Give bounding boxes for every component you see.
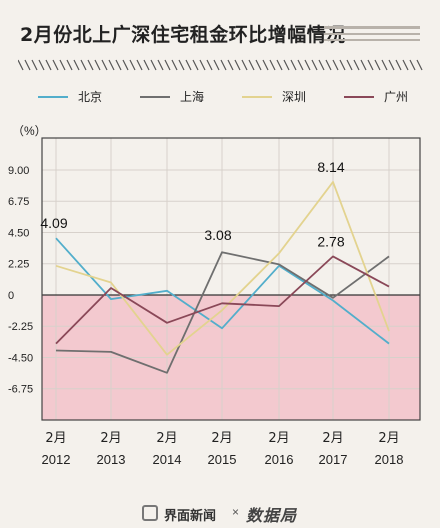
legend-item-shanghai: 上海: [140, 88, 204, 105]
data-label: 2.78: [317, 233, 344, 249]
partner-logo: 数据局: [246, 506, 298, 525]
y-tick-label: 9.00: [8, 165, 29, 177]
plot-border: [41, 137, 421, 421]
x-tick-year: 2014: [153, 452, 182, 467]
legend-label-guangzhou: 广州: [384, 90, 409, 104]
x-tick-month: 2月: [322, 431, 343, 446]
legend-swatch-shanghai: [140, 95, 170, 98]
data-label: 4.09: [40, 215, 67, 231]
data-label: 8.14: [317, 159, 344, 175]
chart-legend: 北京 上海 深圳 广州: [30, 88, 430, 108]
x-tick-month: 2月: [211, 431, 232, 446]
footer-separator: ×: [232, 505, 240, 519]
legend-item-beijing: 北京: [38, 88, 102, 105]
legend-swatch-shenzhen: [242, 95, 272, 98]
data-label: 3.08: [204, 227, 231, 243]
x-tick-year: 2017: [319, 452, 348, 467]
x-tick-year: 2012: [42, 452, 71, 467]
line-chart: 9.00 6.75 4.50 2.25 0 -2.25 -4.50 -6.75 4.09 3.08…: [8, 137, 421, 467]
legend-swatch-beijing: [38, 95, 68, 98]
legend-item-guangzhou: 广州: [344, 88, 408, 105]
x-tick-year: 2015: [208, 452, 237, 467]
x-tick-month: 2月: [45, 431, 66, 446]
y-tick-label: 4.50: [8, 227, 29, 239]
y-tick-label: -6.75: [8, 384, 33, 396]
x-tick-year: 2013: [97, 452, 126, 467]
chart-title: 2月份北上广深住宅租金环比增幅情况: [20, 24, 346, 46]
unit-label: （%）: [12, 124, 47, 138]
title-decoration-icon: [324, 26, 420, 41]
legend-label-shanghai: 上海: [180, 90, 205, 104]
x-tick-year: 2018: [375, 452, 404, 467]
decorative-hatch-divider: [18, 59, 423, 71]
x-tick-month: 2月: [156, 431, 177, 446]
x-tick-month: 2月: [268, 431, 289, 446]
legend-label-beijing: 北京: [78, 90, 103, 104]
y-tick-label: -4.50: [8, 352, 33, 364]
y-tick-label: 2.25: [8, 259, 29, 271]
legend-swatch-guangzhou: [344, 95, 374, 98]
footer: 界面新闻 × 数据局: [0, 500, 440, 528]
y-tick-label: -2.25: [8, 321, 33, 333]
y-tick-label: 0: [8, 290, 14, 302]
legend-item-shenzhen: 深圳: [242, 88, 306, 105]
footer-source: 界面新闻: [164, 509, 217, 524]
x-tick-year: 2016: [265, 452, 294, 467]
jiemian-logo-icon: [142, 505, 158, 521]
y-tick-label: 6.75: [8, 196, 29, 208]
legend-label-shenzhen: 深圳: [282, 90, 307, 104]
x-tick-month: 2月: [100, 431, 121, 446]
x-tick-month: 2月: [378, 431, 399, 446]
